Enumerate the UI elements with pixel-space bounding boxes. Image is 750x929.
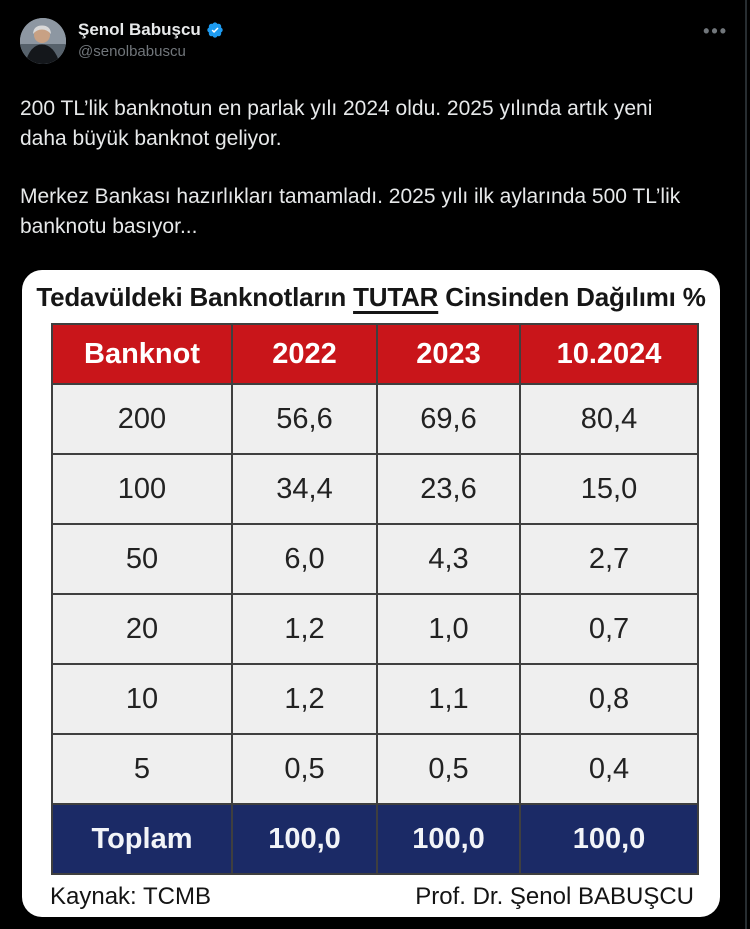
table-cell: 100 bbox=[51, 453, 233, 525]
avatar-photo bbox=[20, 18, 66, 64]
table-cell: 50 bbox=[51, 523, 233, 595]
table-cell: 1,1 bbox=[376, 663, 521, 735]
table-header-row: Banknot 2022 2023 10.2024 bbox=[51, 323, 699, 385]
screen-right-border bbox=[745, 0, 747, 929]
author-handle[interactable]: @senolbabuscu bbox=[78, 43, 186, 60]
table-cell: 34,4 bbox=[231, 453, 378, 525]
table-cell: 10 bbox=[51, 663, 233, 735]
credit-label: Prof. Dr. Şenol BABUŞCU bbox=[415, 883, 694, 910]
table-cell: 0,5 bbox=[231, 733, 378, 805]
card-footer: Kaynak: TCMB Prof. Dr. Şenol BABUŞCU bbox=[50, 883, 694, 911]
tweet-body: 200 TL’lik banknotun en parlak yılı 2024… bbox=[20, 94, 730, 242]
banknote-table-card[interactable]: Tedavüldeki Banknotların TUTAR Cinsinden… bbox=[22, 270, 720, 917]
table-cell: 6,0 bbox=[231, 523, 378, 595]
table-row: 10 1,2 1,1 0,8 bbox=[51, 663, 699, 735]
table-row: 20 1,2 1,0 0,7 bbox=[51, 593, 699, 665]
table-cell: 15,0 bbox=[519, 453, 699, 525]
avatar[interactable] bbox=[20, 18, 66, 64]
table-row: 50 6,0 4,3 2,7 bbox=[51, 523, 699, 595]
author-name[interactable]: Şenol Babuşcu bbox=[78, 20, 201, 39]
table-total-row: Toplam 100,0 100,0 100,0 bbox=[51, 803, 699, 875]
tweet-text-paragraph-2: Merkez Bankası hazırlıkları tamamladı. 2… bbox=[20, 185, 681, 238]
table-cell: 2,7 bbox=[519, 523, 699, 595]
table-total-cell: 100,0 bbox=[231, 803, 378, 875]
table-cell: 0,5 bbox=[376, 733, 521, 805]
table-header-cell: Banknot bbox=[51, 323, 233, 385]
table-title-emphasis: TUTAR bbox=[353, 282, 439, 312]
table-header-cell: 10.2024 bbox=[519, 323, 699, 385]
source-label: Kaynak: TCMB bbox=[50, 883, 211, 910]
table-cell: 200 bbox=[51, 383, 233, 455]
tweet-text-paragraph-1: 200 TL’lik banknotun en parlak yılı 2024… bbox=[20, 97, 653, 150]
table-row: 100 34,4 23,6 15,0 bbox=[51, 453, 699, 525]
table-row: 200 56,6 69,6 80,4 bbox=[51, 383, 699, 455]
table-cell: 20 bbox=[51, 593, 233, 665]
table-title-prefix: Tedavüldeki Banknotların bbox=[36, 282, 354, 312]
author-block: Şenol Babuşcu @senolbabuscu bbox=[78, 18, 701, 62]
table-cell: 0,7 bbox=[519, 593, 699, 665]
table-header-cell: 2022 bbox=[231, 323, 378, 385]
table-cell: 0,4 bbox=[519, 733, 699, 805]
banknote-table: Banknot 2022 2023 10.2024 200 56,6 69,6 … bbox=[51, 323, 699, 875]
table-cell: 23,6 bbox=[376, 453, 521, 525]
table-cell: 4,3 bbox=[376, 523, 521, 595]
tweet-header: Şenol Babuşcu @senolbabuscu ••• bbox=[20, 18, 730, 64]
table-cell: 80,4 bbox=[519, 383, 699, 455]
table-total-cell: Toplam bbox=[51, 803, 233, 875]
table-cell: 5 bbox=[51, 733, 233, 805]
table-cell: 1,2 bbox=[231, 663, 378, 735]
table-cell: 1,2 bbox=[231, 593, 378, 665]
table-cell: 0,8 bbox=[519, 663, 699, 735]
table-header-cell: 2023 bbox=[376, 323, 521, 385]
table-cell: 56,6 bbox=[231, 383, 378, 455]
table-total-cell: 100,0 bbox=[376, 803, 521, 875]
verified-badge-icon bbox=[207, 22, 223, 38]
table-row: 5 0,5 0,5 0,4 bbox=[51, 733, 699, 805]
more-button[interactable]: ••• bbox=[701, 18, 730, 44]
table-title: Tedavüldeki Banknotların TUTAR Cinsinden… bbox=[32, 282, 710, 313]
table-cell: 1,0 bbox=[376, 593, 521, 665]
table-title-suffix: Cinsinden Dağılımı % bbox=[438, 282, 706, 312]
table-cell: 69,6 bbox=[376, 383, 521, 455]
table-total-cell: 100,0 bbox=[519, 803, 699, 875]
more-icon: ••• bbox=[703, 21, 728, 41]
